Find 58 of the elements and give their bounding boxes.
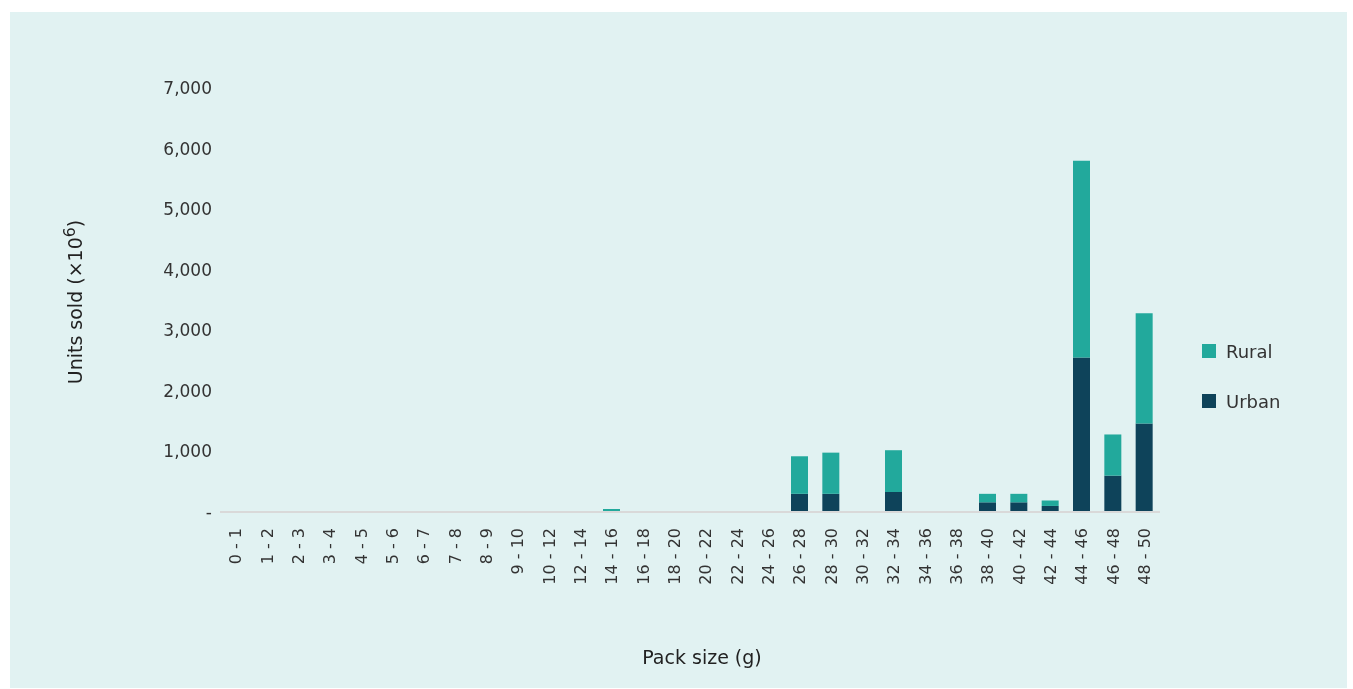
bar [822,452,840,494]
x-tick-label: 42 - 44 [1040,528,1060,585]
y-tick-label: 4,000 [163,259,212,280]
bar [1135,423,1153,512]
x-tick-label: 46 - 48 [1103,528,1123,585]
x-tick-label: 40 - 42 [1009,528,1029,585]
x-tick-label: 44 - 46 [1072,528,1092,585]
x-tick-label: 5 - 6 [382,528,402,565]
x-tick-label: 36 - 38 [946,528,966,585]
x-tick-label: 8 - 9 [476,528,496,565]
x-tick-label: 1 - 2 [257,528,277,565]
x-tick-label: 3 - 4 [320,528,340,565]
bar [1073,357,1090,512]
y-tick-label: - [205,502,212,523]
y-tick-label: 5,000 [163,199,212,220]
x-tick-label: 9 - 10 [508,528,528,575]
x-tick-label: 0 - 1 [226,528,246,565]
x-axis-title: Pack size (g) [642,646,762,668]
y-tick-label: 2,000 [163,380,212,401]
legend-label: Urban [1226,390,1281,412]
bar [1135,313,1153,424]
x-tick-label: 14 - 16 [602,528,622,585]
x-tick-label: 30 - 32 [852,528,872,585]
x-tick-label: 10 - 12 [539,528,559,585]
x-tick-label: 12 - 14 [570,528,590,585]
x-tick-label: 28 - 30 [821,528,841,585]
bar [979,502,996,512]
x-tick-label: 32 - 34 [884,528,904,585]
x-tick-label: 2 - 3 [288,528,308,565]
bar [885,492,902,512]
legend-label: Rural [1226,340,1273,362]
bar [1010,493,1028,503]
bar [1104,475,1122,512]
x-tick-label: 34 - 36 [915,528,935,585]
y-tick-label: 7,000 [163,78,212,99]
x-tick-label: 7 - 8 [445,528,465,565]
bar [1010,502,1028,512]
x-tick-label: 18 - 20 [664,528,684,585]
bar [822,493,840,512]
bar [791,456,808,494]
y-tick-label: 3,000 [163,320,212,341]
x-tick-label: 24 - 26 [758,528,778,585]
bar [1104,434,1122,476]
y-tick-label: 1,000 [163,441,212,462]
x-tick-label: 26 - 28 [790,528,810,585]
x-tick-label: 48 - 50 [1134,528,1154,585]
bar [885,450,902,493]
bar [979,493,996,503]
x-tick-label: 16 - 18 [633,528,653,585]
x-tick-label: 38 - 40 [978,528,998,585]
x-tick-label: 20 - 22 [696,528,716,585]
x-tick-label: 4 - 5 [351,528,371,565]
bar [1073,160,1090,358]
y-tick-label: 6,000 [163,138,212,159]
x-tick-label: 22 - 24 [727,528,747,585]
bar [1041,500,1059,506]
x-tick-label: 6 - 7 [414,528,434,565]
bar [791,493,808,512]
